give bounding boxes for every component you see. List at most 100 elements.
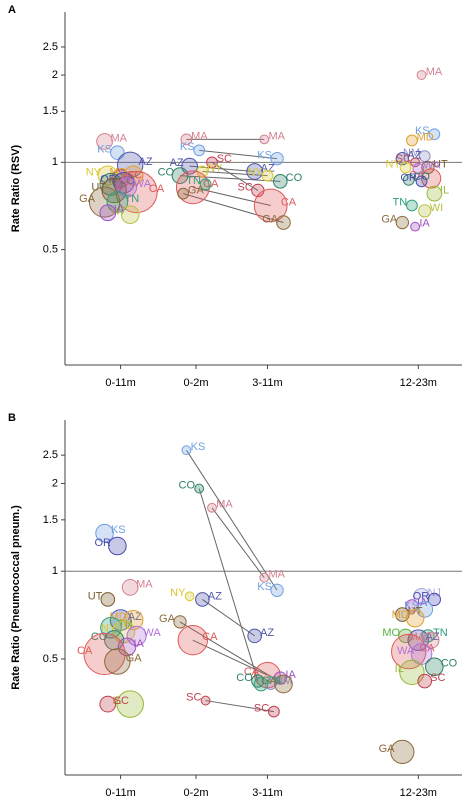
bubble — [405, 608, 425, 628]
y-axis-label: Rate Ratio (Pneumococcal pneum.) — [10, 505, 22, 690]
bubble — [180, 133, 193, 146]
state-label: IA — [417, 597, 428, 609]
state-label: AZ — [260, 627, 274, 639]
bubble — [272, 174, 288, 189]
bubble — [395, 607, 410, 622]
state-label: TN — [266, 675, 281, 687]
y-axis-label: Rate Ratio (RSV) — [10, 144, 22, 232]
x-tick-label: 0-2m — [183, 787, 208, 799]
state-label: NY — [386, 158, 402, 170]
bubble — [259, 134, 270, 145]
state-label: SC — [217, 153, 232, 165]
state-label: NM — [403, 147, 420, 159]
state-label: IL — [440, 185, 449, 197]
bubble — [425, 657, 444, 677]
bubble — [406, 134, 418, 147]
state-label: KS — [415, 125, 430, 137]
connector — [202, 170, 268, 177]
state-label: SC — [186, 691, 201, 703]
x-tick-label: 3-11m — [252, 787, 282, 799]
state-label: WA — [143, 627, 161, 639]
bubble — [417, 673, 433, 689]
bubble — [100, 592, 116, 607]
state-label: SC — [114, 695, 129, 707]
connector — [179, 621, 284, 685]
bubble — [121, 579, 139, 596]
state-label: MD — [417, 131, 434, 143]
bubble — [251, 674, 265, 688]
bubble — [412, 162, 425, 175]
state-label: CO — [236, 672, 253, 684]
bubble — [95, 523, 114, 543]
state-label: MD — [392, 609, 409, 621]
bubble — [418, 150, 431, 163]
bubble — [106, 191, 129, 213]
connector — [211, 161, 259, 191]
state-label: CO — [179, 479, 196, 491]
bubble — [88, 186, 121, 218]
state-label: AZ — [128, 611, 142, 623]
bubble — [117, 637, 137, 657]
bubble — [264, 678, 277, 690]
bubble — [390, 739, 415, 765]
state-label: CO — [158, 167, 175, 179]
bubble — [247, 628, 262, 644]
state-label: TN — [125, 193, 140, 205]
connector — [192, 639, 268, 676]
bubble — [422, 631, 440, 649]
state-label: SC — [254, 702, 269, 714]
state-label: GA — [261, 675, 278, 687]
state-label: CA — [149, 183, 165, 195]
bubble — [267, 705, 280, 718]
bubble — [126, 625, 147, 646]
y-tick-label: 0.5 — [43, 653, 58, 665]
connector — [183, 193, 284, 224]
bubble — [426, 185, 443, 202]
bubble — [261, 169, 274, 182]
state-label: IL — [395, 663, 404, 675]
bubble — [391, 633, 427, 670]
state-label: MA — [111, 132, 128, 144]
bubble — [193, 144, 206, 157]
x-tick-label: 0-2m — [183, 377, 208, 389]
state-label: WI — [110, 206, 123, 218]
bubble — [175, 170, 210, 205]
state-label: NY — [86, 167, 102, 179]
state-label: MO — [382, 627, 400, 639]
connector — [189, 165, 255, 172]
state-label: MA — [268, 130, 285, 142]
bubble — [123, 609, 144, 631]
connector — [211, 507, 265, 578]
state-label: OR — [94, 537, 111, 549]
y-tick-label: 1 — [52, 156, 58, 168]
state-label: IA — [419, 218, 430, 230]
bubble — [276, 215, 291, 230]
state-label: CO — [441, 658, 458, 670]
state-label: AZ — [139, 156, 153, 168]
bubble — [108, 536, 127, 556]
bubble — [177, 187, 190, 200]
state-label: CO — [413, 171, 430, 183]
state-label: IL — [112, 695, 121, 707]
x-tick-label: 0-11m — [105, 377, 135, 389]
connector — [192, 186, 271, 206]
state-label: GA — [188, 185, 205, 197]
y-tick-label: 2.5 — [43, 41, 58, 53]
bubble — [246, 163, 264, 180]
connector — [205, 700, 274, 713]
bubble — [181, 445, 192, 456]
bubble — [206, 156, 218, 169]
state-label: NY — [207, 162, 223, 174]
x-tick-label: 12-23m — [400, 377, 437, 389]
state-label: NY — [101, 623, 117, 635]
state-label: GA — [126, 652, 143, 664]
bubble — [184, 591, 195, 602]
state-label: KS — [180, 141, 195, 153]
bubble — [270, 151, 284, 166]
bubble — [418, 204, 432, 218]
state-label: UT — [433, 158, 448, 170]
panel-label: B — [8, 412, 16, 424]
bubble — [207, 502, 217, 513]
state-label: WI — [430, 202, 443, 214]
